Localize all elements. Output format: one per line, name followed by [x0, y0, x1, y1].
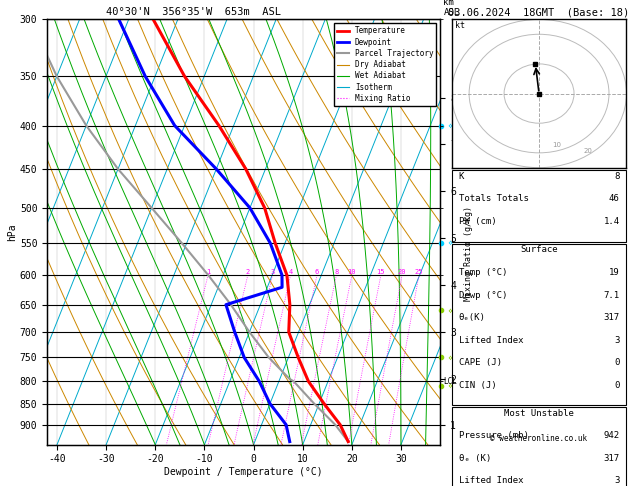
- Text: LCL: LCL: [443, 377, 457, 386]
- Text: 25: 25: [415, 269, 423, 275]
- Text: 942: 942: [603, 432, 620, 440]
- Text: 46: 46: [609, 194, 620, 204]
- Text: 1: 1: [206, 269, 210, 275]
- Text: 8: 8: [334, 269, 338, 275]
- Text: CIN (J): CIN (J): [459, 381, 496, 390]
- Text: θₑ(K): θₑ(K): [459, 313, 486, 322]
- Text: «: «: [448, 238, 454, 248]
- Text: 7.1: 7.1: [603, 291, 620, 299]
- Bar: [452, 407, 626, 486]
- Text: Totals Totals: Totals Totals: [459, 194, 528, 204]
- Text: 10: 10: [552, 142, 561, 148]
- Text: «: «: [448, 305, 454, 315]
- Text: 15: 15: [377, 269, 385, 275]
- Text: 2: 2: [246, 269, 250, 275]
- Text: Temp (°C): Temp (°C): [459, 268, 507, 277]
- Text: CAPE (J): CAPE (J): [459, 358, 501, 367]
- Text: K: K: [459, 172, 464, 181]
- Text: 20: 20: [584, 148, 593, 154]
- Text: Mixing Ratio (g/kg): Mixing Ratio (g/kg): [464, 206, 473, 301]
- Bar: [452, 170, 626, 242]
- Text: 0: 0: [614, 381, 620, 390]
- Text: © weatheronline.co.uk: © weatheronline.co.uk: [491, 434, 587, 443]
- Text: 317: 317: [603, 313, 620, 322]
- Text: Dewp (°C): Dewp (°C): [459, 291, 507, 299]
- Text: 3: 3: [614, 476, 620, 486]
- Text: 3: 3: [614, 336, 620, 345]
- Text: «: «: [448, 381, 454, 391]
- Text: km
ASL: km ASL: [443, 0, 460, 17]
- Text: Surface: Surface: [520, 245, 558, 255]
- Text: Lifted Index: Lifted Index: [459, 476, 523, 486]
- Text: Most Unstable: Most Unstable: [504, 409, 574, 418]
- Text: 1.4: 1.4: [603, 217, 620, 226]
- Legend: Temperature, Dewpoint, Parcel Trajectory, Dry Adiabat, Wet Adiabat, Isotherm, Mi: Temperature, Dewpoint, Parcel Trajectory…: [334, 23, 437, 106]
- X-axis label: Dewpoint / Temperature (°C): Dewpoint / Temperature (°C): [164, 467, 323, 477]
- Text: 03.06.2024  18GMT  (Base: 18): 03.06.2024 18GMT (Base: 18): [448, 7, 629, 17]
- Text: «: «: [448, 352, 454, 363]
- Text: kt: kt: [455, 21, 465, 30]
- Text: 4: 4: [289, 269, 292, 275]
- Text: 6: 6: [315, 269, 319, 275]
- Text: 19: 19: [609, 268, 620, 277]
- Text: PW (cm): PW (cm): [459, 217, 496, 226]
- Text: 20: 20: [398, 269, 406, 275]
- Text: Pressure (mb): Pressure (mb): [459, 432, 528, 440]
- Text: 40°30'N  356°35'W  653m  ASL: 40°30'N 356°35'W 653m ASL: [106, 7, 281, 17]
- Text: Lifted Index: Lifted Index: [459, 336, 523, 345]
- Text: 8: 8: [614, 172, 620, 181]
- Text: 3: 3: [270, 269, 275, 275]
- Bar: [452, 244, 626, 405]
- Y-axis label: hPa: hPa: [7, 223, 17, 241]
- Text: 0: 0: [614, 358, 620, 367]
- Text: 317: 317: [603, 454, 620, 463]
- Text: θₑ (K): θₑ (K): [459, 454, 491, 463]
- Text: «: «: [448, 121, 454, 131]
- Text: 10: 10: [348, 269, 356, 275]
